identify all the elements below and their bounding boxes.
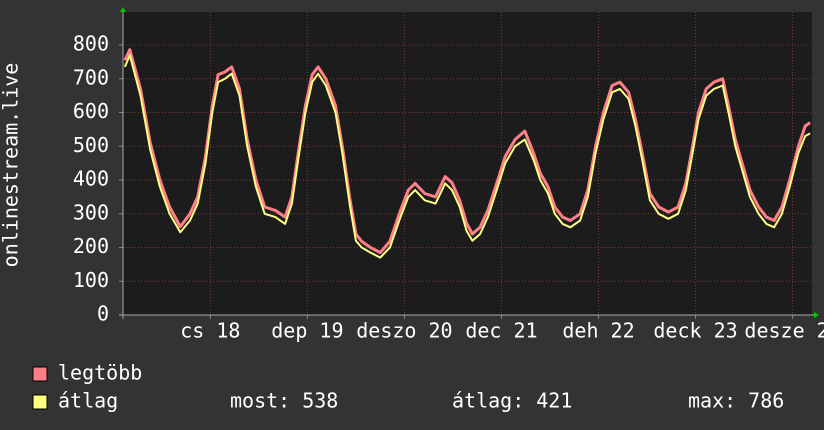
- y-tick-label: 300: [73, 200, 109, 224]
- x-tick-label: dep 19: [271, 319, 343, 343]
- legend-label: legtöbb: [58, 361, 142, 385]
- x-tick-label: dec 21: [465, 319, 537, 343]
- stat-value: 538: [302, 389, 338, 413]
- y-tick-label: 700: [73, 65, 109, 89]
- x-tick-label: cs 18: [180, 319, 240, 343]
- y-tick-label: 600: [73, 99, 109, 123]
- stat-label: átlag:: [452, 389, 524, 413]
- plot-area: [123, 12, 812, 315]
- legend-swatch: [32, 366, 48, 382]
- y-axis-label: onlinestream.live: [0, 63, 23, 268]
- stat-value: 421: [536, 389, 572, 413]
- x-tick-label: deh 22: [562, 319, 634, 343]
- y-tick-label: 200: [73, 234, 109, 258]
- stat-label: most:: [230, 389, 290, 413]
- legend-label: átlag: [58, 389, 118, 413]
- x-tick-label: desze 24: [744, 319, 824, 343]
- y-tick-label: 800: [73, 32, 109, 56]
- series-line: [123, 48, 811, 255]
- stat-label: max:: [688, 389, 736, 413]
- y-tick-label: 400: [73, 167, 109, 191]
- axis-arrow: [814, 312, 819, 318]
- axis-arrow: [120, 7, 126, 12]
- x-tick-label: deck 23: [653, 319, 737, 343]
- series-line: [123, 54, 811, 259]
- legend-swatch: [32, 394, 48, 410]
- y-tick-label: 100: [73, 268, 109, 292]
- stat-value: 786: [748, 389, 784, 413]
- y-tick-label: 0: [97, 302, 109, 326]
- y-tick-label: 500: [73, 133, 109, 157]
- x-tick-label: deszo 20: [356, 319, 452, 343]
